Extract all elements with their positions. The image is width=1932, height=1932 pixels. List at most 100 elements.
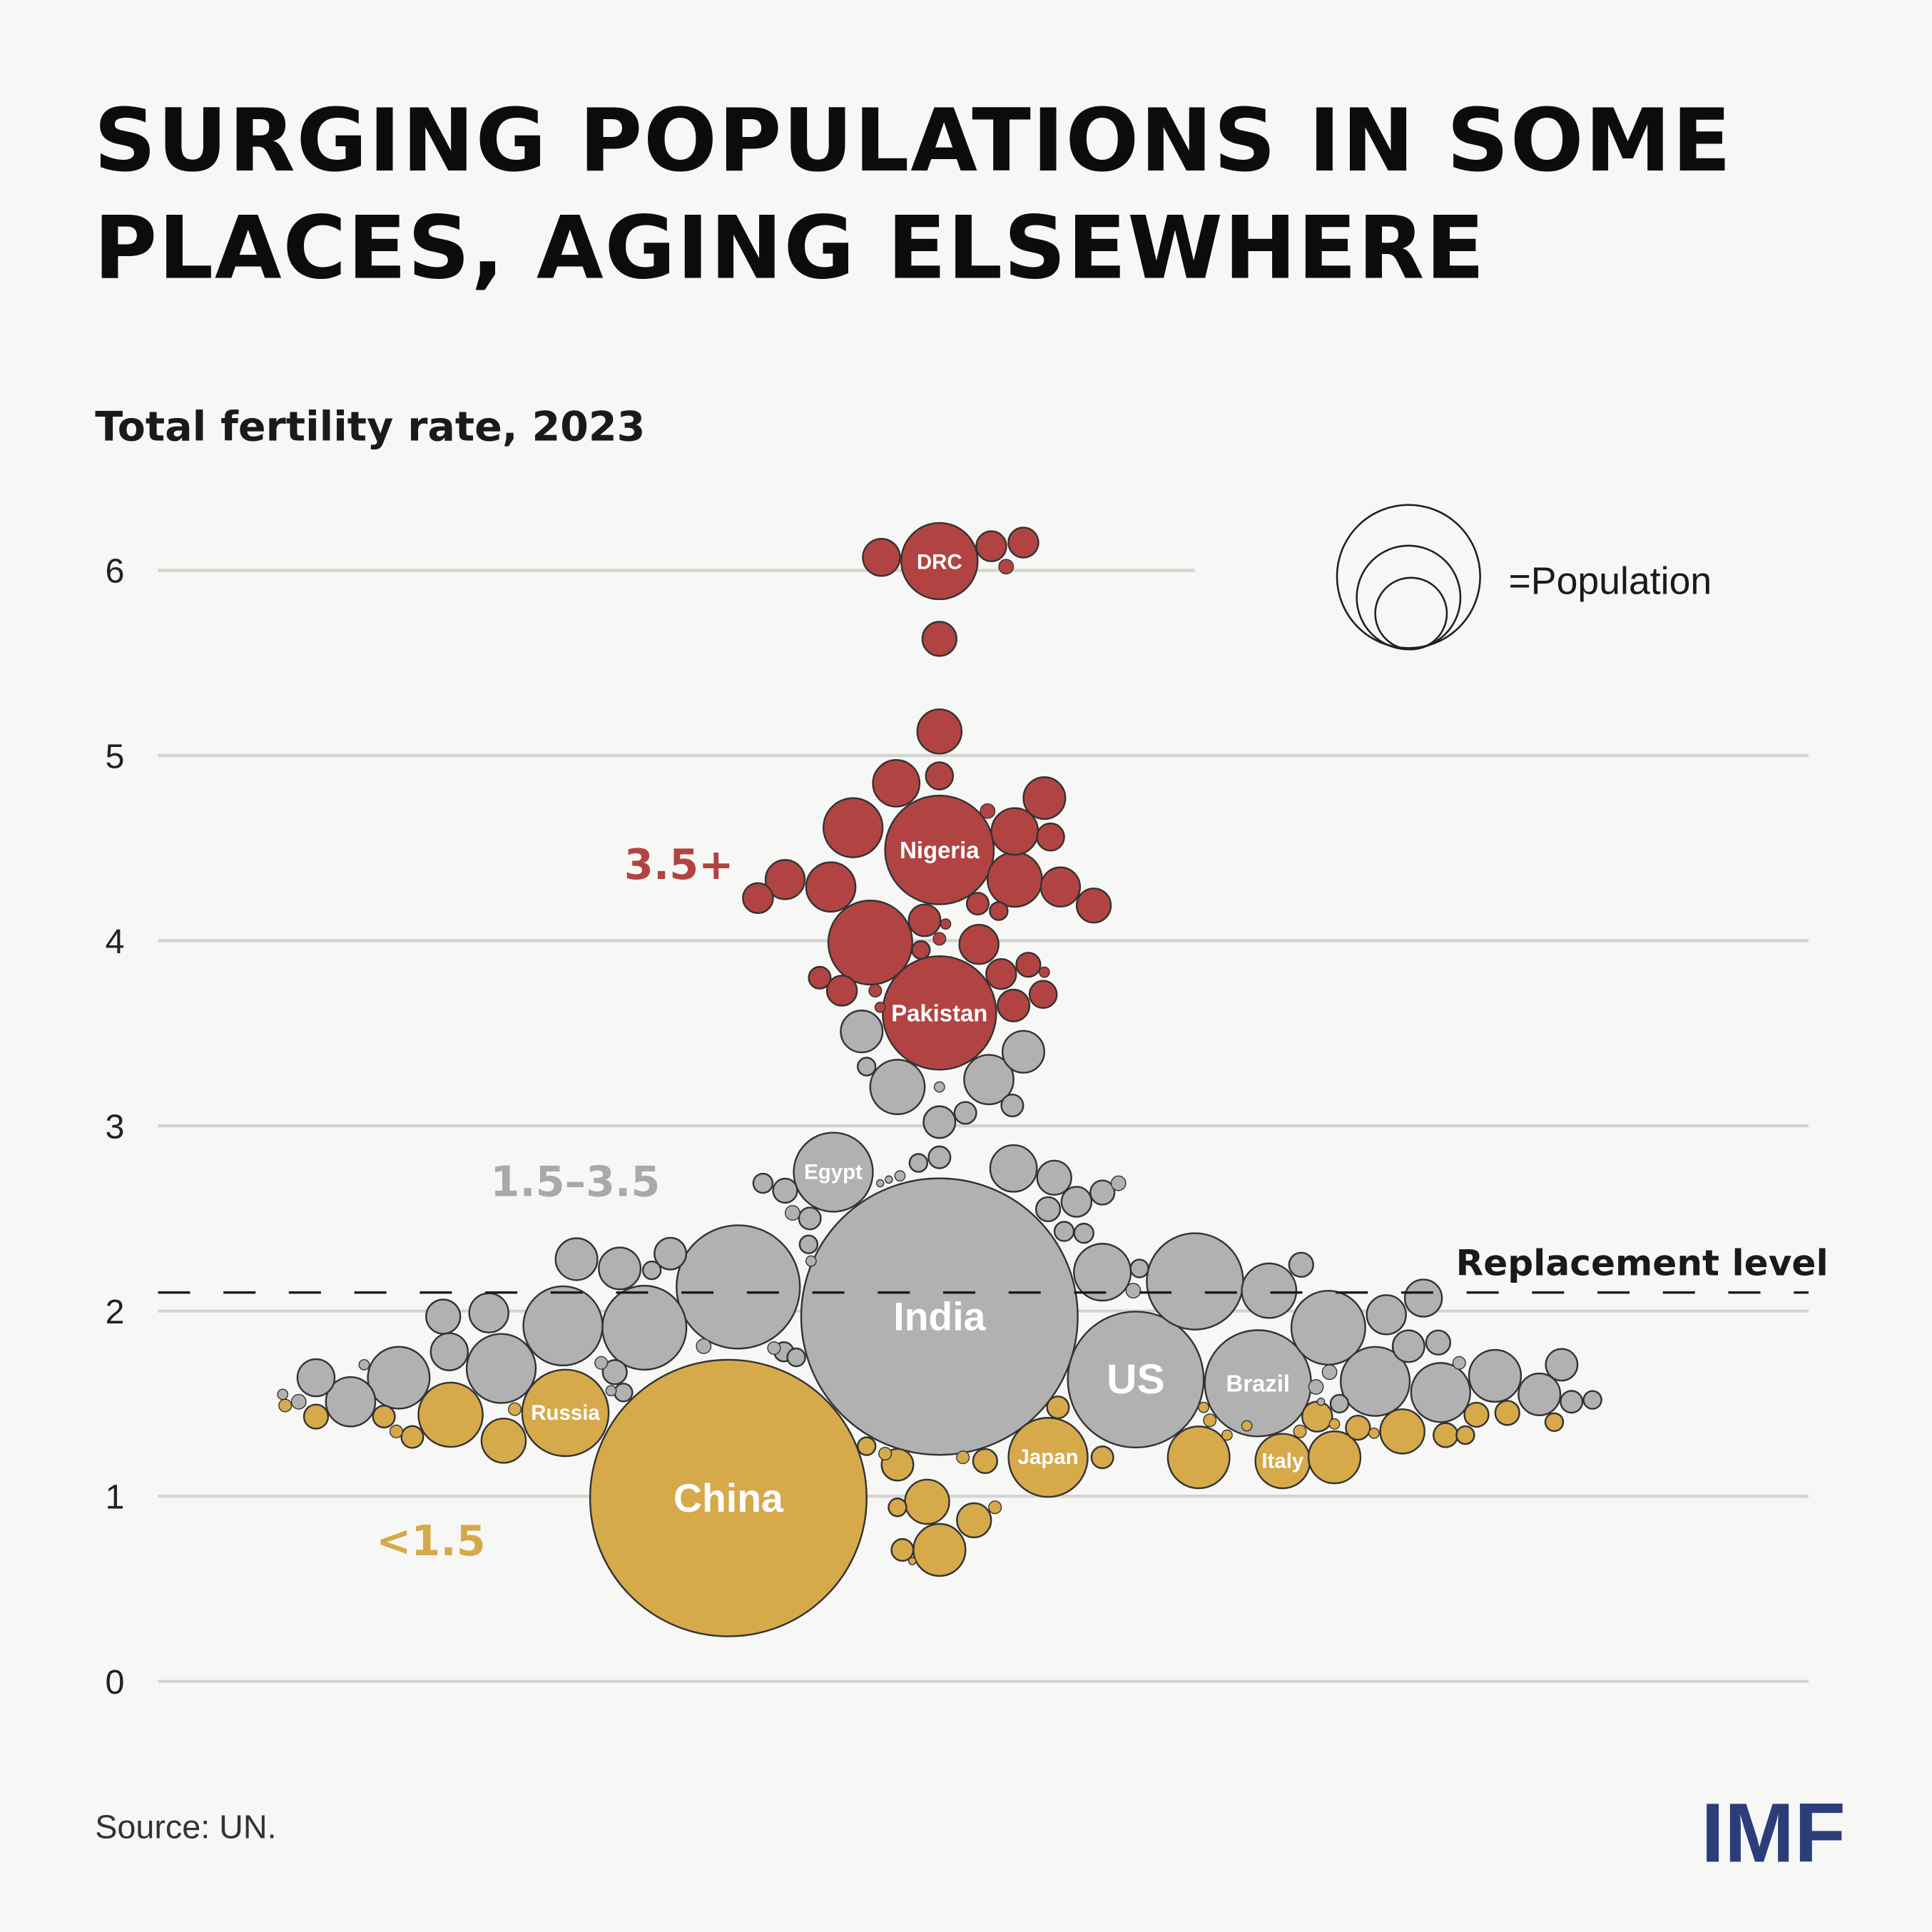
bubble [641,1260,662,1281]
bubble-label-brazil: Brazil [1226,1370,1289,1396]
bubble [1544,1412,1565,1433]
bubble [894,1170,906,1182]
y-tick-label: 6 [105,552,124,591]
bubble [601,1284,688,1371]
bubble [1301,1400,1333,1433]
bubble [417,1381,484,1448]
bubble [372,1405,396,1429]
size-legend: =Population [1336,504,1712,651]
bubble [989,901,1009,921]
bubble [1073,1222,1094,1244]
bubble [956,1502,992,1539]
bubble [856,1436,877,1456]
bubble [840,1010,884,1054]
bubble [1015,952,1042,978]
y-axis-ticks: 0 1 2 3 4 5 6 [105,552,124,1702]
bubble [827,900,913,986]
bubble-labels: India China US Pakistan Nigeria Brazil Russia E… [531,551,1304,1520]
bubble [932,932,947,946]
bubble [1129,1259,1149,1278]
bubble [1288,1251,1314,1278]
bubble [1308,1379,1324,1395]
bubble [963,1054,1015,1106]
bubble [1517,1372,1562,1416]
bubble [614,1383,634,1403]
chart-subtitle: Total fertility rate, 2023 [95,404,645,451]
bubble [972,1448,998,1475]
bubble [907,1557,917,1565]
bubble [922,1105,957,1139]
bubble [1366,1294,1407,1336]
bubble [784,1205,800,1221]
bubble [921,621,957,657]
bubble [940,918,952,930]
bubble [1110,1175,1127,1191]
bubble [601,1359,628,1386]
bubble-nigeria [884,794,995,905]
bubble [1452,1356,1466,1370]
bubble [290,1393,307,1410]
bubble-drc [900,522,979,601]
bubble [594,1356,609,1370]
bubble [808,965,832,990]
bubble-label-us: US [1107,1356,1165,1403]
bubble-india [800,1177,1079,1456]
y-tick-label: 1 [105,1478,124,1516]
bubble [1166,1425,1231,1490]
bubble [425,1298,462,1335]
bubble [522,1285,604,1367]
bubble [874,1002,886,1013]
bubble-pakistan [882,955,997,1071]
bubble [1053,1221,1075,1242]
bubble [277,1388,289,1400]
bubble [888,1498,907,1517]
bubble [1036,822,1065,852]
bubble [1463,1401,1490,1428]
bubble [975,530,1007,562]
bubble-label-italy: Italy [1261,1449,1303,1473]
bubble [825,975,858,1007]
bubble [1345,1415,1371,1441]
bubble-label-russia: Russia [531,1401,600,1425]
bubble-egypt [793,1132,874,1213]
bubble [480,1418,527,1464]
bubble [878,1446,893,1461]
bubble [1307,1430,1362,1485]
bubble [1203,1413,1217,1428]
bubble-russia [521,1368,610,1458]
bubble [1468,1348,1522,1403]
bubble [1545,1348,1579,1382]
y-tick-label: 2 [105,1293,124,1331]
bubble-label-china: China [673,1476,784,1520]
bubble [1198,1401,1210,1413]
bubble-label-nigeria: Nigeria [900,837,980,863]
bubble-japan [1007,1417,1089,1498]
title-line-2: PLACES, AGING ELSEWHERE [94,198,1486,298]
bubble [1001,1029,1045,1074]
legend-label: =Population [1508,559,1712,602]
bubble [1221,1429,1233,1441]
bubbles [277,522,1602,1637]
source-note: Source: UN. [95,1808,276,1845]
bubble [890,1537,915,1562]
bubble [468,1292,509,1333]
bubble [1036,1159,1072,1196]
bubble [1028,980,1058,1010]
title-line-1: SURGING POPULATIONS IN SOME [94,91,1733,191]
bubble [1433,1422,1459,1448]
bubble [904,1478,950,1525]
bubble-label-japan: Japan [1018,1445,1079,1469]
bubble [989,1144,1038,1193]
bubble [1022,776,1067,820]
bubble [1316,1398,1326,1406]
bubble [1329,1393,1350,1414]
bubble [805,1255,817,1267]
bubble [985,957,1017,990]
bubble [367,1346,431,1410]
bubble [998,559,1015,575]
bubble [1410,1362,1471,1423]
bubble [1060,1186,1093,1218]
bubble [1391,1329,1425,1363]
bubble [912,1522,967,1577]
imf-logo: IMF [1701,1785,1846,1879]
